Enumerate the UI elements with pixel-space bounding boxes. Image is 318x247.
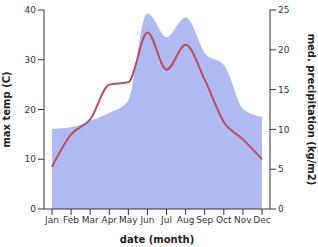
svg-text:0: 0	[30, 204, 36, 214]
svg-text:date (month): date (month)	[120, 234, 194, 245]
svg-text:5: 5	[278, 164, 284, 174]
svg-text:Sep: Sep	[196, 215, 213, 225]
svg-text:max temp (C): max temp (C)	[8, 71, 12, 147]
svg-text:15: 15	[278, 85, 289, 95]
svg-text:30: 30	[25, 55, 37, 65]
svg-text:Mar: Mar	[82, 215, 99, 225]
svg-text:Nov: Nov	[234, 215, 252, 225]
svg-text:Jan: Jan	[44, 215, 59, 225]
svg-text:Aug: Aug	[177, 215, 195, 225]
svg-text:Feb: Feb	[63, 215, 79, 225]
svg-text:Jul: Jul	[160, 215, 172, 225]
svg-text:Apr: Apr	[101, 215, 117, 225]
svg-text:Dec: Dec	[253, 215, 270, 225]
svg-text:10: 10	[278, 125, 290, 135]
svg-text:20: 20	[278, 45, 290, 55]
svg-text:25: 25	[278, 5, 289, 15]
svg-text:Oct: Oct	[216, 215, 232, 225]
svg-text:10: 10	[25, 154, 37, 164]
svg-text:med. precipitation (kg/m2): med. precipitation (kg/m2)	[306, 34, 310, 186]
svg-text:May: May	[119, 215, 138, 225]
svg-text:40: 40	[25, 5, 37, 15]
svg-text:Jun: Jun	[139, 215, 154, 225]
svg-text:0: 0	[278, 204, 284, 214]
svg-text:20: 20	[25, 105, 37, 115]
